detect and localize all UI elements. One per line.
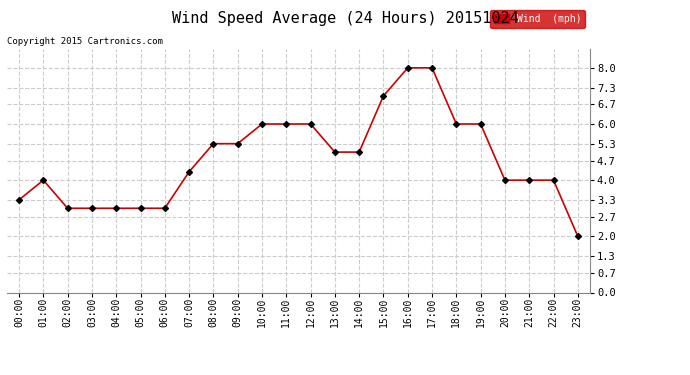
Text: Wind Speed Average (24 Hours) 20151024: Wind Speed Average (24 Hours) 20151024 (172, 11, 518, 26)
Legend: Wind  (mph): Wind (mph) (491, 10, 585, 27)
Text: Copyright 2015 Cartronics.com: Copyright 2015 Cartronics.com (7, 38, 163, 46)
